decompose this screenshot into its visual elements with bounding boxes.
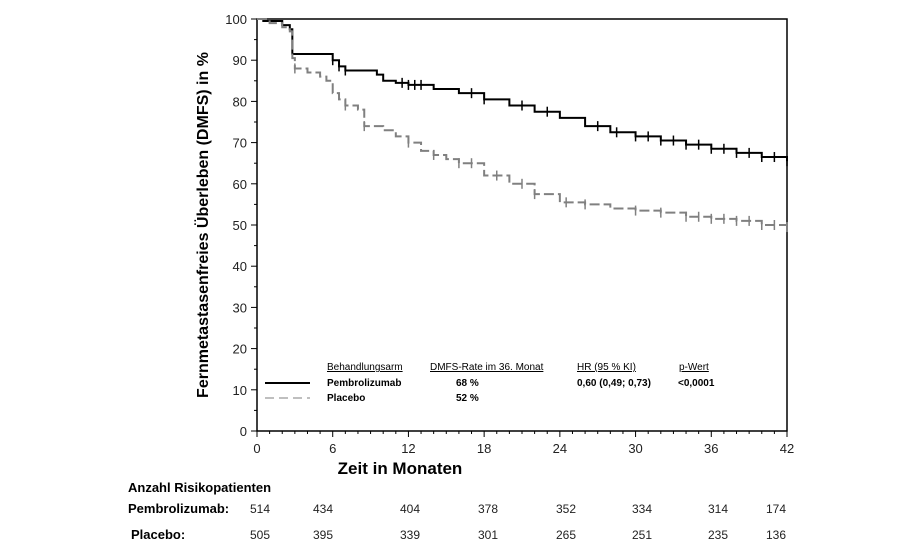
risk-value: 334 (632, 502, 652, 516)
legend: Behandlungsarm DMFS-Rate im 36. Monat HR… (265, 362, 715, 404)
y-tick-label: 50 (233, 218, 247, 233)
risk-value: 505 (250, 528, 270, 542)
legend-header-rate: DMFS-Rate im 36. Monat (430, 362, 544, 373)
risk-value: 136 (766, 528, 786, 542)
y-tick-label: 100 (225, 12, 247, 27)
x-tick-label: 0 (253, 441, 260, 456)
survival-curves (257, 18, 788, 233)
legend-hr-pembrolizumab: 0,60 (0,49; 0,73) (577, 378, 651, 389)
legend-rate-placebo: 52 % (456, 393, 479, 404)
risk-value: 251 (632, 528, 652, 542)
legend-header-p: p-Wert (679, 362, 709, 373)
y-tick-label: 20 (233, 342, 247, 357)
risk-value: 514 (250, 502, 270, 516)
y-tick-label: 30 (233, 300, 247, 315)
risk-value: 339 (400, 528, 420, 542)
risk-value: 404 (400, 502, 420, 516)
risk-table: Anzahl Risikopatienten Pembrolizumab: Pl… (128, 480, 786, 542)
x-tick-label: 30 (628, 441, 642, 456)
risk-row-label-placebo: Placebo: (131, 527, 185, 542)
risk-value: 174 (766, 502, 786, 516)
risk-row-label-pembrolizumab: Pembrolizumab: (128, 501, 229, 516)
x-tick-label: 42 (780, 441, 794, 456)
risk-value: 378 (478, 502, 498, 516)
legend-p-pembrolizumab: <0,0001 (678, 378, 715, 389)
y-tick-label: 90 (233, 53, 247, 68)
y-tick-label: 70 (233, 136, 247, 151)
x-tick-label: 6 (329, 441, 336, 456)
y-tick-label: 80 (233, 94, 247, 109)
risk-value: 352 (556, 502, 576, 516)
y-tick-label: 10 (233, 383, 247, 398)
x-tick-label: 12 (401, 441, 415, 456)
y-tick-label: 40 (233, 259, 247, 274)
y-tick-label: 60 (233, 177, 247, 192)
risk-value: 434 (313, 502, 333, 516)
legend-header-hr: HR (95 % KI) (577, 362, 636, 373)
legend-header-arm: Behandlungsarm (327, 362, 403, 373)
curve-placebo (257, 18, 788, 228)
risk-value: 235 (708, 528, 728, 542)
risk-value: 301 (478, 528, 498, 542)
curve-pembrolizumab (257, 18, 788, 162)
x-tick-label: 18 (477, 441, 491, 456)
x-axis-label: Zeit in Monaten (338, 459, 463, 478)
y-axis-label: Fernmetastasenfreies Überleben (DMFS) in… (193, 52, 212, 398)
x-tick-label: 24 (553, 441, 567, 456)
legend-arm-placebo: Placebo (327, 393, 365, 404)
risk-table-title: Anzahl Risikopatienten (128, 480, 271, 495)
risk-value: 265 (556, 528, 576, 542)
risk-value: 314 (708, 502, 728, 516)
risk-value: 395 (313, 528, 333, 542)
x-tick-label: 36 (704, 441, 718, 456)
legend-arm-pembrolizumab: Pembrolizumab (327, 378, 401, 389)
y-tick-label: 0 (240, 424, 247, 439)
axes: 0 10 20 30 40 50 60 70 80 90 100 0 6 12 18 24 30 36 42 (225, 12, 794, 456)
legend-rate-pembrolizumab: 68 % (456, 378, 479, 389)
